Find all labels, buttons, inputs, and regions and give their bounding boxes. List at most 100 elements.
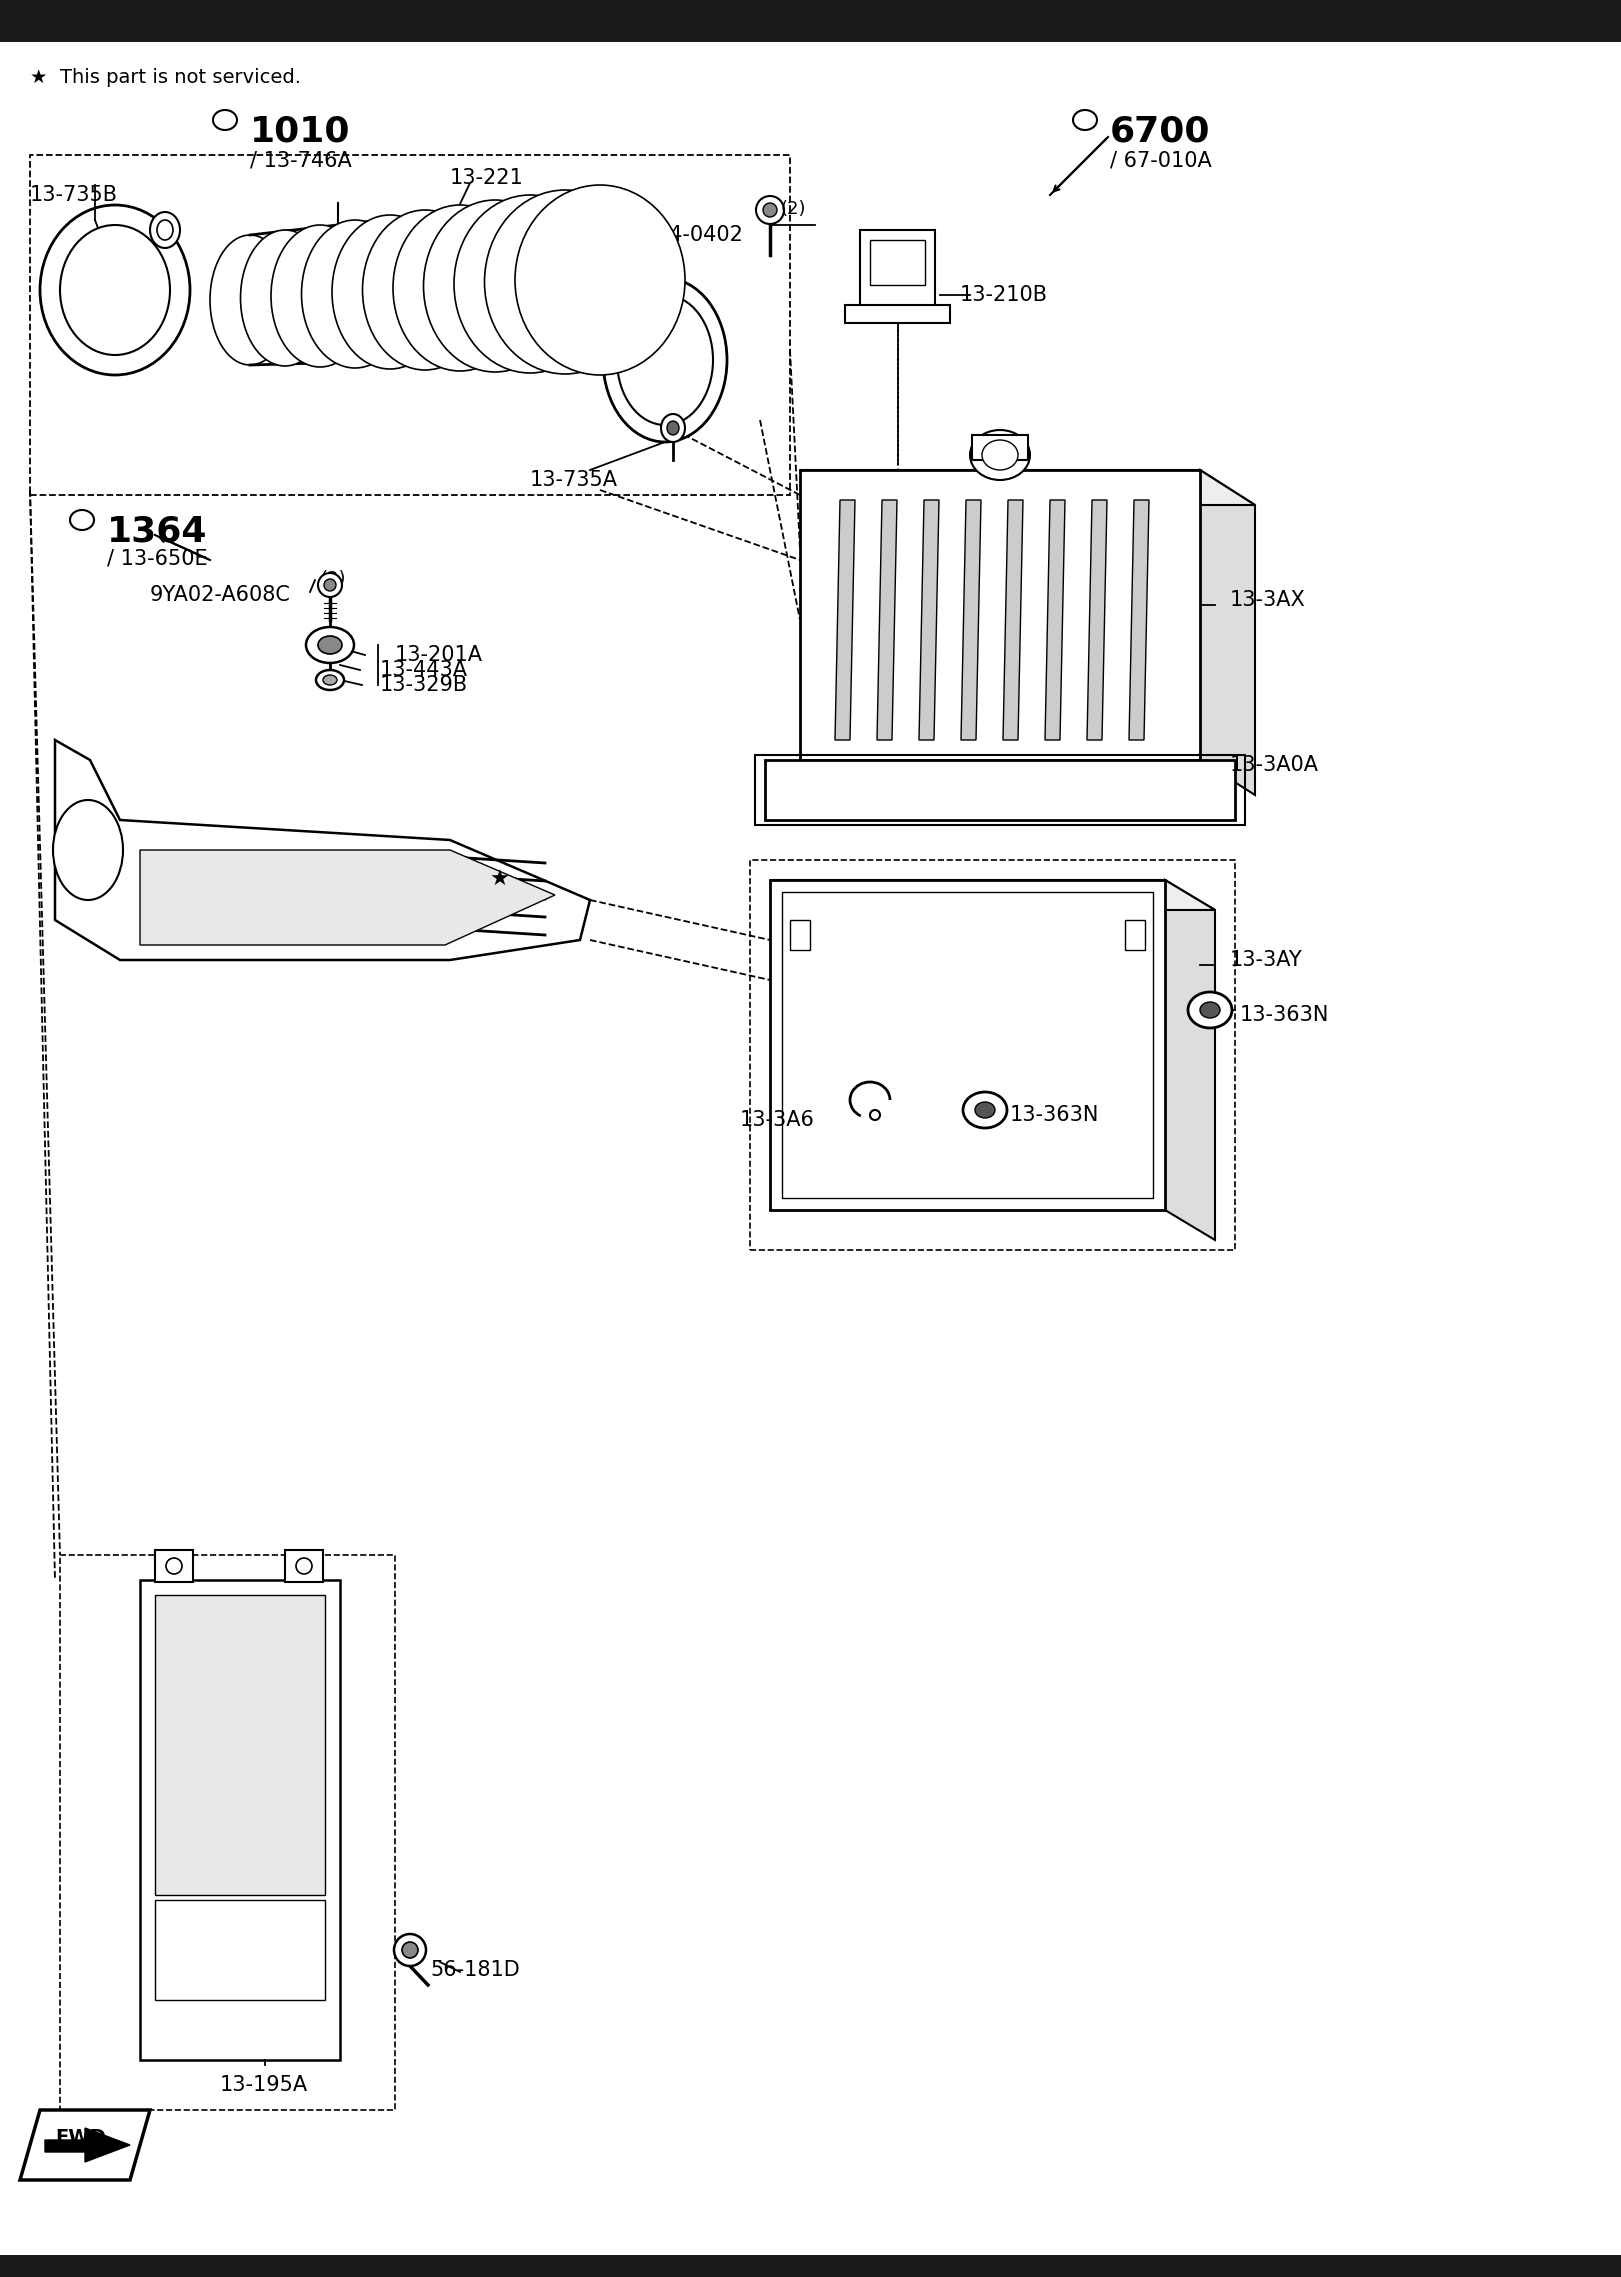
Text: 13-735B: 13-735B xyxy=(31,184,118,205)
Ellipse shape xyxy=(963,1093,1007,1127)
Polygon shape xyxy=(835,501,854,740)
Text: (2): (2) xyxy=(780,200,806,219)
Text: / 13-650E: / 13-650E xyxy=(107,549,207,567)
Text: 13-363N: 13-363N xyxy=(1240,1004,1329,1025)
Ellipse shape xyxy=(324,578,336,592)
Ellipse shape xyxy=(1200,1002,1221,1018)
Ellipse shape xyxy=(41,205,190,376)
Polygon shape xyxy=(1003,501,1023,740)
Bar xyxy=(789,920,810,950)
Text: ★: ★ xyxy=(490,870,511,890)
Ellipse shape xyxy=(151,212,180,248)
Polygon shape xyxy=(45,2129,130,2161)
Text: 9YA02-A608C: 9YA02-A608C xyxy=(151,585,290,606)
Bar xyxy=(755,756,1245,824)
Polygon shape xyxy=(1088,501,1107,740)
Text: 13-195A: 13-195A xyxy=(220,2074,308,2095)
Bar xyxy=(751,861,1235,1250)
Bar xyxy=(285,1551,323,1583)
Ellipse shape xyxy=(318,635,342,653)
Ellipse shape xyxy=(306,626,353,663)
Polygon shape xyxy=(139,849,554,945)
Polygon shape xyxy=(1165,879,1216,1241)
Ellipse shape xyxy=(402,1942,418,1958)
Bar xyxy=(781,893,1153,1198)
Bar xyxy=(139,1580,340,2061)
Polygon shape xyxy=(961,501,981,740)
Polygon shape xyxy=(919,501,939,740)
Bar xyxy=(31,155,789,494)
Ellipse shape xyxy=(363,209,488,369)
Bar xyxy=(60,1555,396,2111)
Text: / 67-010A: / 67-010A xyxy=(1110,150,1213,171)
Ellipse shape xyxy=(316,669,344,690)
Text: 13-735A: 13-735A xyxy=(530,469,618,490)
Polygon shape xyxy=(1046,501,1065,740)
Polygon shape xyxy=(19,2111,151,2179)
Ellipse shape xyxy=(515,184,686,376)
Ellipse shape xyxy=(392,205,527,371)
Polygon shape xyxy=(801,469,1255,505)
Text: This part is not serviced.: This part is not serviced. xyxy=(60,68,302,87)
Ellipse shape xyxy=(271,225,370,367)
Text: 13-3A0A: 13-3A0A xyxy=(1230,756,1319,774)
Bar xyxy=(861,230,935,310)
Polygon shape xyxy=(770,879,1216,911)
Ellipse shape xyxy=(394,1933,426,1965)
Polygon shape xyxy=(55,740,590,961)
Ellipse shape xyxy=(454,196,606,373)
Ellipse shape xyxy=(297,1557,311,1573)
Bar xyxy=(0,2254,1621,2277)
Bar xyxy=(801,469,1200,761)
Ellipse shape xyxy=(165,1557,182,1573)
Text: 13-210B: 13-210B xyxy=(960,285,1049,305)
Bar xyxy=(1125,920,1144,950)
Polygon shape xyxy=(1200,469,1255,795)
Polygon shape xyxy=(877,501,896,740)
Text: 13-443A: 13-443A xyxy=(379,660,468,681)
Ellipse shape xyxy=(60,225,170,355)
Ellipse shape xyxy=(211,235,290,364)
Bar xyxy=(765,761,1235,820)
Bar xyxy=(156,1551,193,1583)
Ellipse shape xyxy=(974,1102,995,1118)
Ellipse shape xyxy=(661,414,686,442)
Text: 13-363N: 13-363N xyxy=(1010,1104,1099,1125)
Bar xyxy=(770,879,1165,1209)
Ellipse shape xyxy=(485,189,645,373)
Polygon shape xyxy=(1128,501,1149,740)
Text: 9YA74-0402: 9YA74-0402 xyxy=(618,225,744,246)
Ellipse shape xyxy=(1188,993,1232,1027)
Ellipse shape xyxy=(318,574,342,597)
Text: ★: ★ xyxy=(31,68,47,87)
Ellipse shape xyxy=(755,196,785,223)
Bar xyxy=(870,239,926,285)
Text: (2): (2) xyxy=(319,569,345,587)
Ellipse shape xyxy=(618,296,713,426)
Text: 13-3A6: 13-3A6 xyxy=(741,1109,815,1129)
Ellipse shape xyxy=(323,674,337,685)
Text: 13-329B: 13-329B xyxy=(379,674,468,694)
Text: / 13-746A: / 13-746A xyxy=(250,150,352,171)
Text: 1364: 1364 xyxy=(107,515,207,549)
Bar xyxy=(973,435,1028,460)
Text: 6700: 6700 xyxy=(1110,116,1211,148)
Text: 56-181D: 56-181D xyxy=(430,1960,520,1981)
Ellipse shape xyxy=(157,221,173,239)
Ellipse shape xyxy=(332,214,447,369)
Bar xyxy=(845,305,950,323)
Ellipse shape xyxy=(666,421,679,435)
Ellipse shape xyxy=(53,799,123,899)
Bar xyxy=(0,0,1621,41)
Bar xyxy=(156,1899,324,1999)
Text: 13-3AX: 13-3AX xyxy=(1230,590,1307,610)
Ellipse shape xyxy=(240,230,329,367)
Text: FWD: FWD xyxy=(55,2129,105,2147)
Ellipse shape xyxy=(603,278,726,442)
Ellipse shape xyxy=(982,439,1018,469)
Text: 1010: 1010 xyxy=(250,116,350,148)
Ellipse shape xyxy=(763,203,776,216)
Ellipse shape xyxy=(302,221,408,369)
Text: 13-3AY: 13-3AY xyxy=(1230,950,1303,970)
Ellipse shape xyxy=(423,200,566,371)
